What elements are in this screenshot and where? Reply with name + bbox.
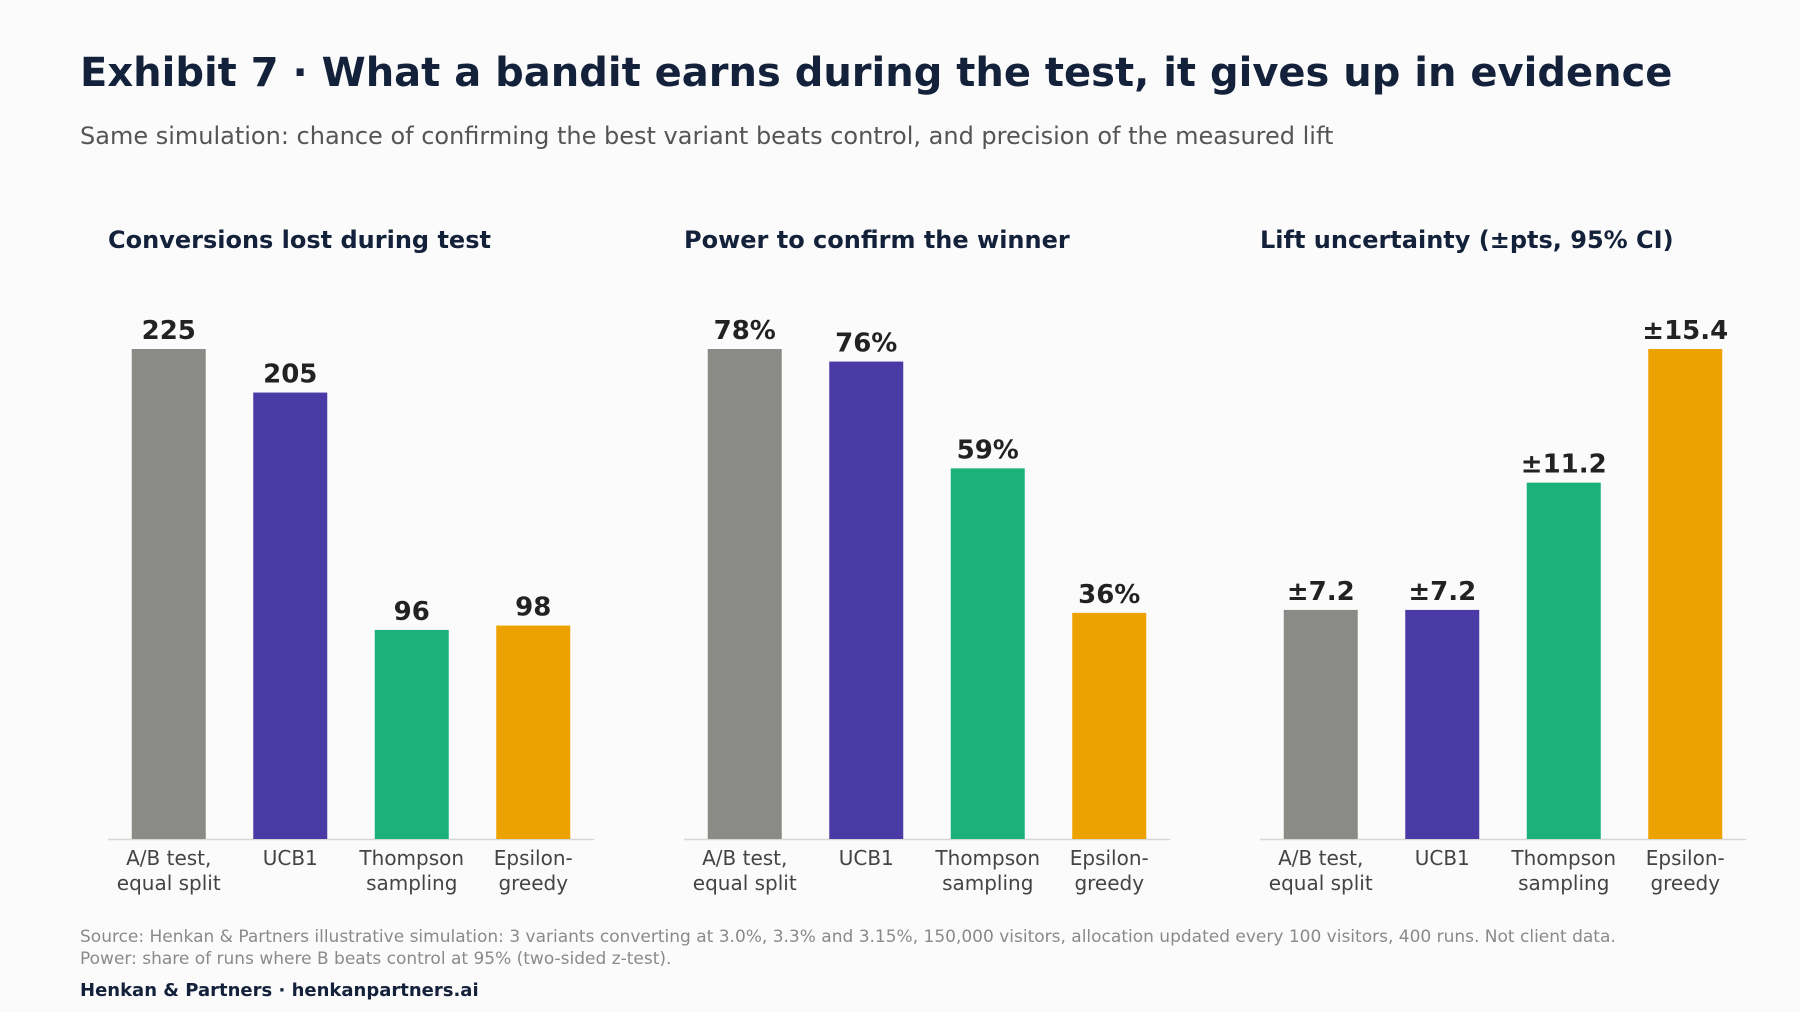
bar-1-1 (131, 349, 206, 839)
bar-1-3 (374, 629, 449, 839)
chart-subtitle: Same simulation: chance of confirming th… (80, 122, 1334, 150)
tick-label-1-1: A/B test, equal split (117, 846, 221, 895)
tick-label-3-3: Thompson sampling (1510, 846, 1616, 895)
bar-2-4 (1072, 612, 1147, 839)
bar-3-2 (1405, 609, 1480, 839)
source-line-2: Power: share of runs where B beats contr… (80, 949, 672, 969)
bar-2-2 (829, 361, 904, 839)
bar-2-1 (707, 349, 782, 839)
bar-3-4 (1648, 349, 1723, 839)
data-label-1-3: 96 (394, 597, 430, 627)
panel-title-2: Power to confirm the winner (684, 226, 1070, 254)
data-label-1-4: 98 (515, 593, 551, 623)
tick-label-3-2: UCB1 (1415, 846, 1470, 870)
data-label-1-1: 225 (142, 316, 196, 346)
data-label-2-4: 36% (1078, 580, 1140, 610)
tick-label-3-1: A/B test, equal split (1269, 846, 1373, 895)
tick-label-1-2: UCB1 (263, 846, 318, 870)
tick-label-2-1: A/B test, equal split (693, 846, 797, 895)
tick-label-1-3: Thompson sampling (358, 846, 464, 895)
tick-label-1-4: Epsilon-greedy (494, 846, 573, 895)
bar-1-4 (496, 625, 571, 839)
data-label-3-4: ±15.4 (1642, 316, 1728, 346)
tick-label-2-2: UCB1 (839, 846, 894, 870)
source-line-1: Source: Henkan & Partners illustrative s… (80, 927, 1616, 947)
bar-3-1 (1283, 609, 1358, 839)
data-label-2-2: 76% (835, 329, 897, 359)
data-label-1-2: 205 (263, 360, 317, 390)
tick-label-3-4: Epsilon-greedy (1646, 846, 1725, 895)
data-label-2-3: 59% (957, 435, 1019, 465)
bar-1-2 (253, 392, 328, 839)
source-note: Source: Henkan & Partners illustrative s… (80, 926, 1616, 970)
bar-3-3 (1526, 482, 1601, 839)
footer-credit: Henkan & Partners · henkanpartners.ai (80, 980, 479, 1001)
data-label-3-1: ±7.2 (1287, 577, 1355, 607)
tick-label-2-4: Epsilon-greedy (1070, 846, 1149, 895)
tick-label-2-3: Thompson sampling (934, 846, 1040, 895)
data-label-3-3: ±11.2 (1521, 450, 1607, 480)
data-label-3-2: ±7.2 (1408, 577, 1476, 607)
data-label-2-1: 78% (714, 316, 776, 346)
bar-2-3 (950, 468, 1025, 839)
panel-title-3: Lift uncertainty (±pts, 95% CI) (1260, 226, 1674, 254)
chart-title: Exhibit 7 · What a bandit earns during t… (80, 50, 1673, 96)
bar-charts: Conversions lost during test 225 A/B test,… (108, 226, 1746, 895)
panel-title-1: Conversions lost during test (108, 226, 491, 254)
